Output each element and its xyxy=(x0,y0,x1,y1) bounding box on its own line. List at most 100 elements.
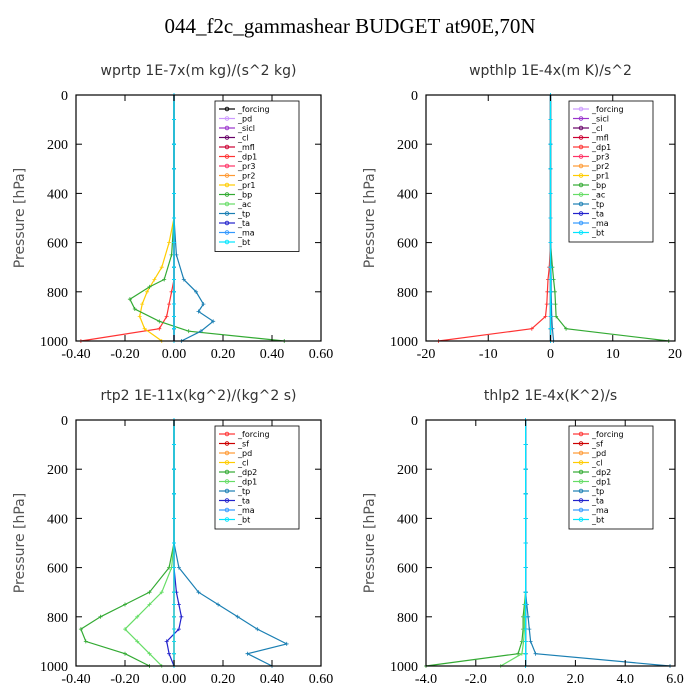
series-marker xyxy=(167,240,172,245)
series-marker xyxy=(186,329,191,334)
legend-marker xyxy=(578,460,584,465)
legend-marker xyxy=(224,517,230,522)
series-marker xyxy=(172,302,176,307)
series-marker xyxy=(172,289,176,294)
series-marker xyxy=(147,284,152,289)
legend-label: _bt xyxy=(591,229,604,238)
series-marker xyxy=(211,319,216,324)
y-tick-label: 600 xyxy=(397,562,418,577)
x-tick-label: 6.0 xyxy=(666,672,684,687)
series-marker xyxy=(176,627,181,632)
legend-marker xyxy=(578,479,584,484)
x-tick-label: -4.0 xyxy=(415,672,437,687)
legend-marker xyxy=(224,106,230,112)
legend-marker xyxy=(578,163,584,169)
legend-marker xyxy=(224,450,230,456)
legend-label: _pr3 xyxy=(591,153,609,162)
legend-label: _cl xyxy=(591,124,603,133)
series-marker xyxy=(132,307,137,312)
legend-marker xyxy=(578,201,584,207)
y-tick-label: 400 xyxy=(47,512,68,527)
legend-marker xyxy=(224,488,230,494)
legend-label: _ma xyxy=(237,229,255,238)
legend: _forcing_sf_pd_cl_dp2_dp1_tp_ta_ma_bt xyxy=(214,425,300,530)
legend-label: _forcing xyxy=(237,105,270,114)
y-tick-label: 800 xyxy=(47,286,68,301)
series-marker xyxy=(523,590,528,595)
x-tick-label: 0.0 xyxy=(517,672,535,687)
series-marker xyxy=(516,651,521,656)
series-marker xyxy=(544,302,549,307)
x-tick-label: 0 xyxy=(547,347,554,362)
series-marker xyxy=(255,627,260,632)
x-tick-label: -10 xyxy=(479,347,498,362)
legend-marker xyxy=(578,488,584,494)
series-marker xyxy=(172,240,176,245)
series-marker xyxy=(174,252,179,257)
panel-title: wpthlp 1E-4x(m K)/s^2 xyxy=(469,63,632,79)
legend-marker xyxy=(578,135,584,140)
series-marker xyxy=(172,639,176,644)
legend-marker xyxy=(224,431,230,437)
series-marker xyxy=(172,541,176,545)
legend-marker xyxy=(578,220,584,226)
y-tick-label: 400 xyxy=(47,187,68,202)
series-marker xyxy=(548,191,553,196)
series-marker xyxy=(523,541,528,545)
x-tick-label: -0.40 xyxy=(61,347,90,362)
legend-marker xyxy=(578,517,584,522)
series-marker xyxy=(172,442,176,447)
series-marker xyxy=(548,302,553,307)
legend-marker xyxy=(578,106,584,112)
legend-label: _pr2 xyxy=(591,162,609,171)
series-marker xyxy=(172,277,176,282)
legend-marker xyxy=(224,220,230,226)
x-tick-label: 0.00 xyxy=(162,347,187,362)
series-marker xyxy=(172,326,176,331)
series-marker xyxy=(201,302,206,307)
series-marker xyxy=(216,602,221,607)
series-marker xyxy=(235,614,240,619)
series-marker xyxy=(159,265,164,270)
legend-label: _ta xyxy=(237,497,250,506)
legend-label: _pd xyxy=(591,449,606,458)
series-line xyxy=(438,95,552,342)
series-marker xyxy=(164,639,169,644)
legend: _forcing_pd_sicl_cl_mfl_dp1_pr3_pr2_pr1_… xyxy=(214,100,300,252)
legend-marker xyxy=(578,498,584,503)
series-marker xyxy=(172,590,176,595)
series-bt xyxy=(548,93,553,343)
legend-marker xyxy=(578,125,584,131)
x-tick-label: 0.60 xyxy=(309,347,334,362)
legend-marker xyxy=(578,450,584,456)
y-tick-label: 200 xyxy=(397,463,418,478)
series-dp2 xyxy=(424,418,528,668)
series-marker xyxy=(123,602,127,607)
y-axis-label: Pressure [hPa] xyxy=(362,493,378,593)
series-marker xyxy=(147,651,152,656)
legend-label: _tp xyxy=(591,200,604,209)
legend-label: _pr2 xyxy=(237,172,255,181)
legend-label: _ma xyxy=(591,219,609,228)
series-marker xyxy=(123,651,127,656)
legend-marker xyxy=(578,469,584,475)
series-marker xyxy=(176,602,181,607)
x-tick-label: -0.40 xyxy=(61,672,90,687)
legend-label: _ta xyxy=(237,219,250,228)
y-tick-label: 400 xyxy=(397,512,418,527)
x-tick-label: 0.40 xyxy=(260,672,285,687)
x-tick-label: -0.20 xyxy=(110,347,139,362)
x-tick-label: -0.20 xyxy=(110,672,139,687)
legend-label: _dp1 xyxy=(591,478,611,487)
y-tick-label: 200 xyxy=(47,138,68,153)
x-tick-label: 0.60 xyxy=(309,672,334,687)
x-tick-label: 0.40 xyxy=(260,347,285,362)
series-marker xyxy=(554,314,559,319)
series-marker xyxy=(523,651,528,656)
series-marker xyxy=(548,240,553,245)
series-marker xyxy=(167,302,172,307)
x-tick-label: 20 xyxy=(668,347,682,362)
legend-marker xyxy=(578,144,584,150)
series-marker xyxy=(533,651,538,656)
